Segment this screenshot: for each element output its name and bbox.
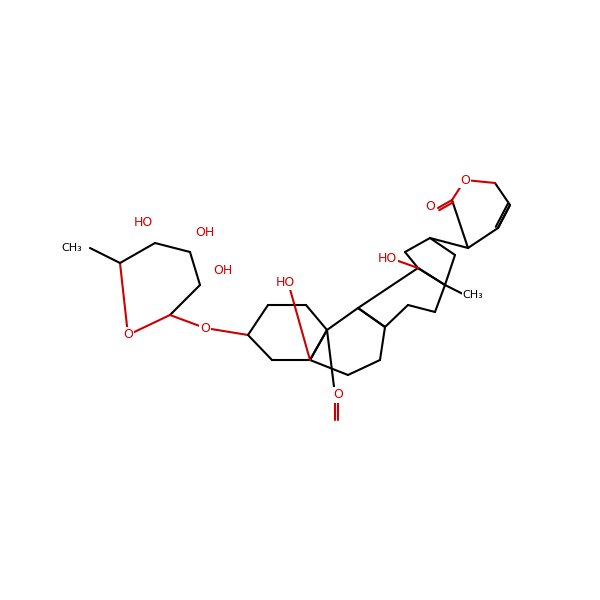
Text: HO: HO bbox=[133, 215, 152, 229]
Text: CH₃: CH₃ bbox=[463, 290, 484, 300]
Text: O: O bbox=[333, 389, 343, 401]
Text: OH: OH bbox=[214, 263, 233, 277]
Text: O: O bbox=[123, 329, 133, 341]
Text: O: O bbox=[425, 199, 435, 212]
Text: CH₃: CH₃ bbox=[62, 243, 82, 253]
Text: HO: HO bbox=[377, 251, 397, 265]
Text: O: O bbox=[200, 322, 210, 335]
Text: HO: HO bbox=[275, 275, 295, 289]
Text: OH: OH bbox=[196, 226, 215, 238]
Text: O: O bbox=[460, 173, 470, 187]
